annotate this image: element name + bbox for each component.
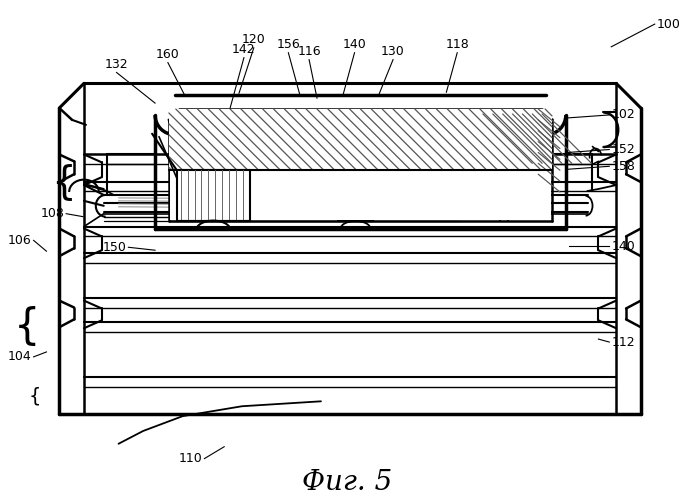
Text: 152: 152 — [612, 143, 635, 156]
Text: 108: 108 — [40, 207, 64, 220]
Text: 116: 116 — [297, 44, 321, 58]
Text: Фиг. 5: Фиг. 5 — [302, 469, 393, 496]
Text: {: { — [51, 163, 76, 201]
Text: 158: 158 — [612, 160, 635, 173]
Text: 106: 106 — [8, 234, 32, 247]
Text: 130: 130 — [381, 44, 405, 58]
Text: 100: 100 — [657, 18, 680, 30]
Text: 102: 102 — [612, 108, 635, 122]
Text: 142: 142 — [232, 42, 256, 56]
Text: {: { — [28, 387, 40, 406]
Bar — [169, 109, 552, 170]
Bar — [177, 170, 250, 220]
Text: 140: 140 — [343, 38, 366, 51]
Text: 160: 160 — [156, 48, 180, 60]
Text: 140: 140 — [612, 240, 635, 253]
Text: 110: 110 — [179, 452, 202, 465]
Text: 132: 132 — [105, 58, 129, 70]
Text: 112: 112 — [612, 336, 635, 348]
Bar — [170, 110, 551, 220]
Text: {: { — [14, 306, 40, 348]
Text: 156: 156 — [277, 38, 300, 51]
Text: 104: 104 — [8, 350, 32, 364]
Text: 150: 150 — [103, 241, 126, 254]
Text: 118: 118 — [445, 38, 469, 51]
Text: 120: 120 — [242, 33, 265, 46]
